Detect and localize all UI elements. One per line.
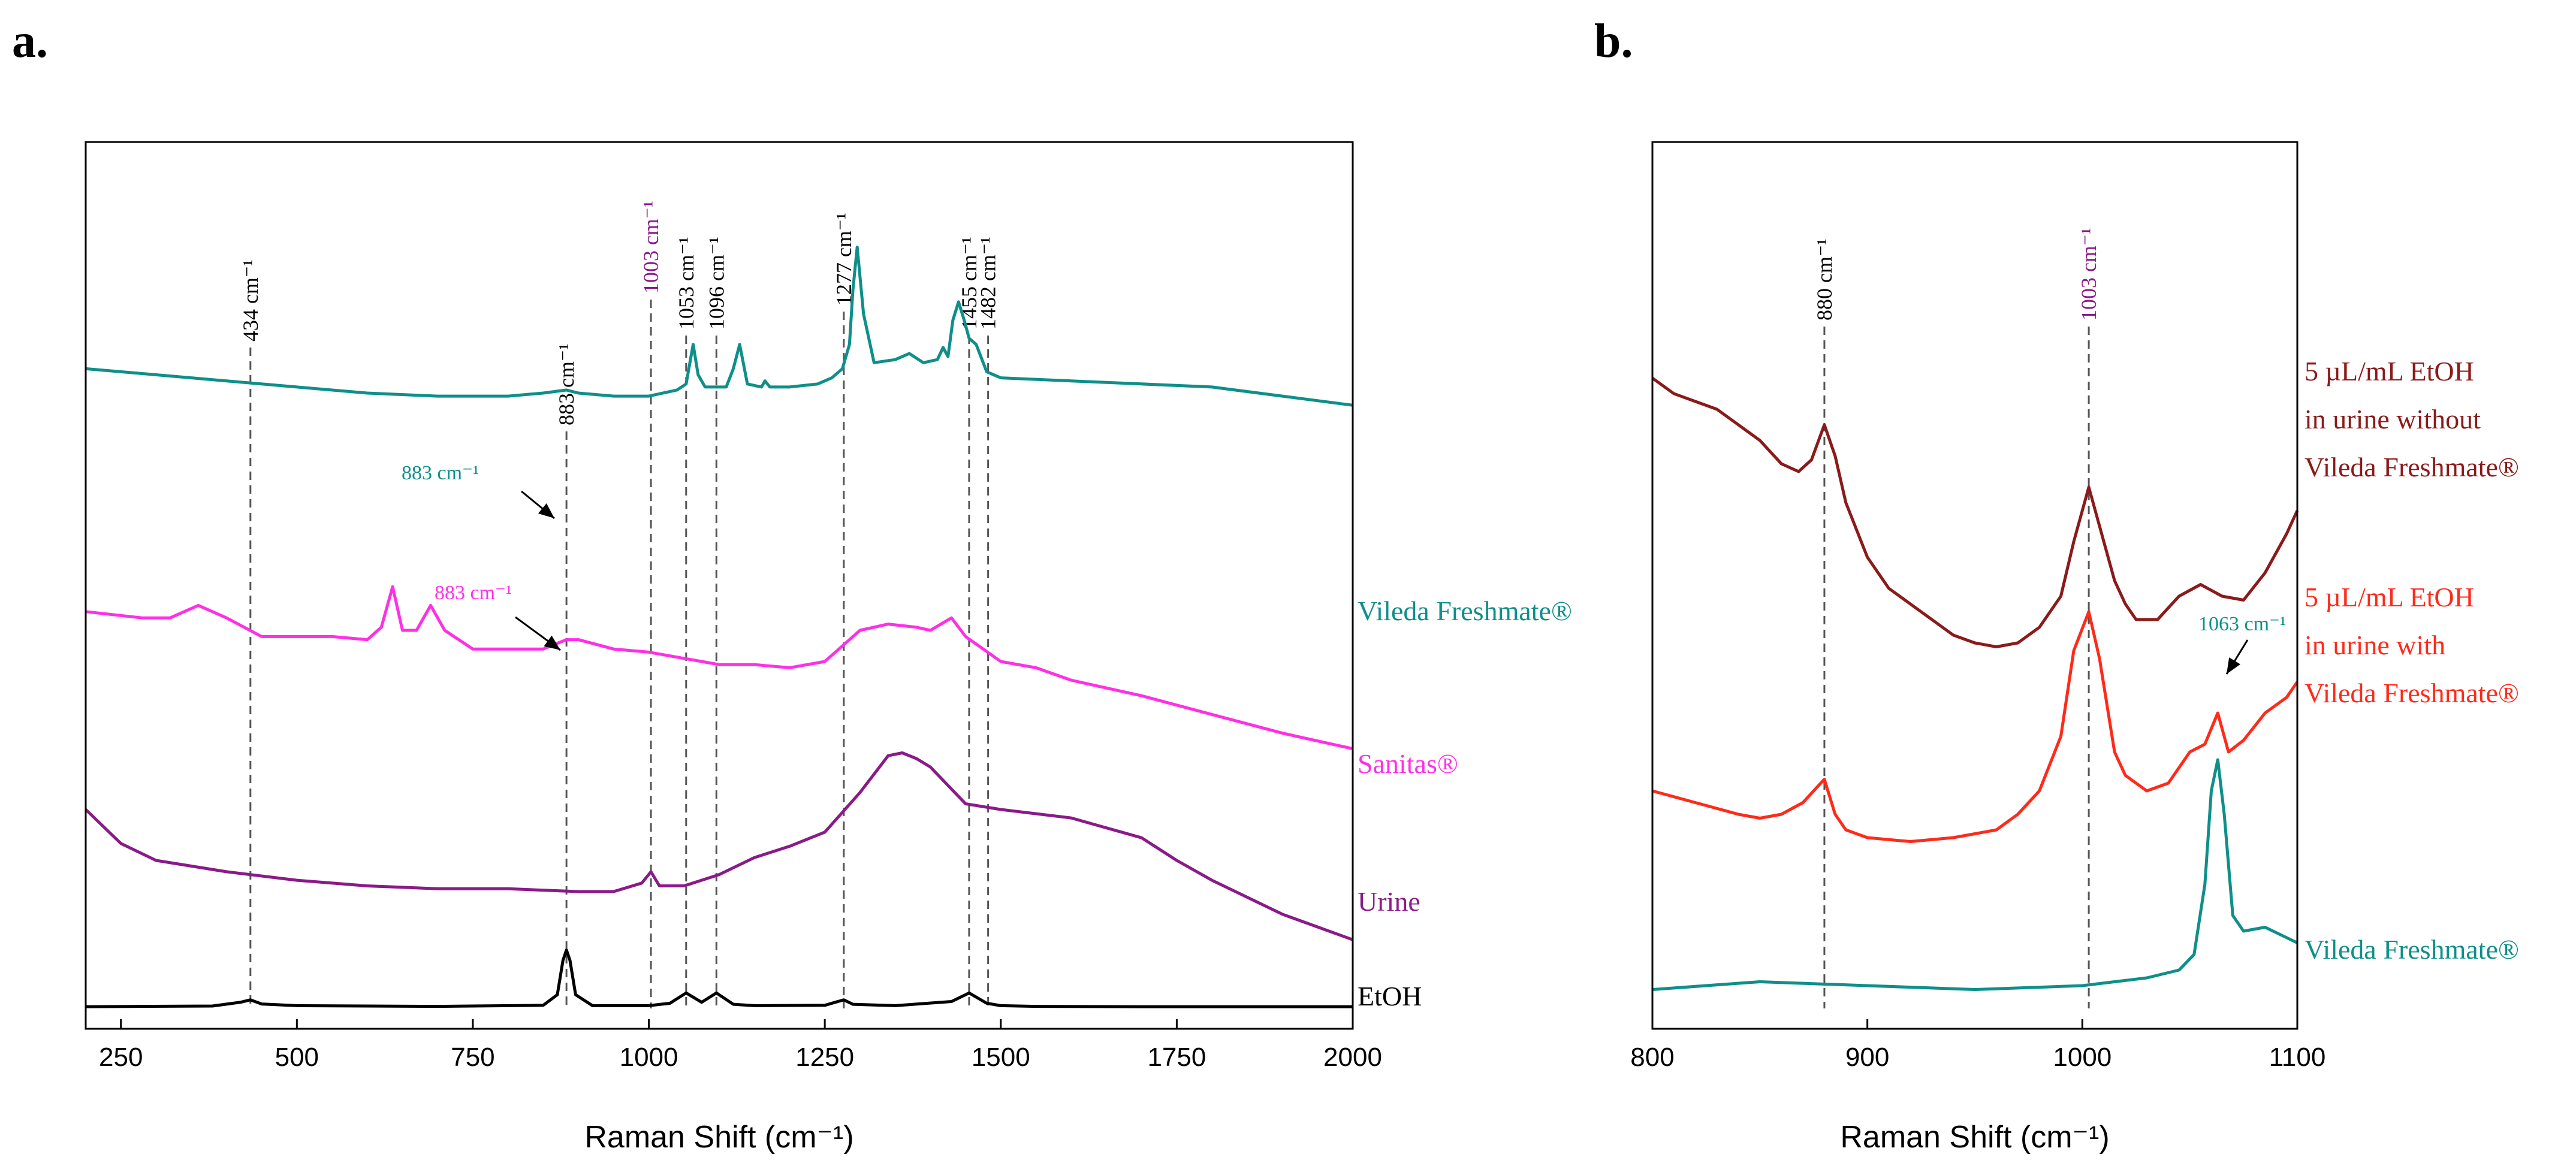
panel-b-annotations: 1063 cm⁻¹: [2198, 613, 2286, 675]
panel-a-series-labels: Vileda Freshmate® Sanitas® Urine EtOH: [1358, 596, 1572, 1011]
panel-a-annotations: 883 cm⁻¹ 883 cm⁻¹: [402, 462, 561, 651]
panel-b-peak-marker-label: 1003 cm⁻¹: [2077, 228, 2101, 321]
panel-a-tick-label: 1750: [1147, 1043, 1206, 1072]
panel-a-series-label: Vileda Freshmate®: [1358, 596, 1572, 626]
panel-b-x-axis-title: Raman Shift (cm⁻¹): [1840, 1120, 2109, 1155]
panel-b-letter: b.: [1594, 15, 1633, 68]
panel-a-series-label: EtOH: [1358, 981, 1422, 1011]
panel-b-tick-label: 800: [1630, 1043, 1674, 1072]
panel-a-tick-label: 1000: [620, 1043, 678, 1072]
panel-a-peak-marker-label: 1003 cm⁻¹: [639, 201, 663, 294]
panel-b-series-label-line: 5 µL/mL EtOH: [2304, 582, 2474, 612]
panel-a-arrow-head: [544, 635, 560, 650]
panel-a-tick-label: 1500: [972, 1043, 1030, 1072]
panel-b-peak-marker-label: 880 cm⁻¹: [1812, 238, 1836, 321]
panel-a-peak-marker-label: 883 cm⁻¹: [554, 343, 578, 425]
panel-b-series-label: Vileda Freshmate®: [2304, 934, 2519, 965]
panel-a-letter: a.: [12, 15, 48, 68]
panel-a-tick-label: 500: [275, 1043, 319, 1072]
panel-b-plot-frame: [1651, 141, 2299, 1030]
panel-a-series-label: Sanitas®: [1358, 748, 1458, 779]
panel-a-arrow-head: [538, 503, 554, 518]
panel-b-x-axis-ticks: 800 900 1000 1100: [1630, 1019, 2325, 1072]
panel-b-tick-label: 1100: [2269, 1043, 2326, 1072]
panel-b-series-label-line: 5 µL/mL EtOH: [2304, 356, 2474, 386]
panel-a-x-axis-ticks: 250 500 750 1000 1250 1500 1750 2000: [99, 1019, 1382, 1072]
panel-b-series-label-line: in urine without: [2304, 404, 2481, 434]
panel-a-x-axis-title: Raman Shift (cm⁻¹): [584, 1120, 853, 1155]
panel-a-plot-frame: [85, 141, 1354, 1030]
panel-b-arrow-label: 1063 cm⁻¹: [2198, 613, 2286, 635]
panel-a-peak-marker-label: 1053 cm⁻¹: [674, 237, 698, 330]
panel-b-series-label-line: Vileda Freshmate®: [2304, 452, 2519, 482]
panel-b-series-labels: 5 µL/mL EtOH in urine without Vileda Fresh…: [2304, 356, 2519, 965]
panel-b-series-1: [1651, 376, 2299, 648]
panel-a-arrow-label: 883 cm⁻¹: [435, 582, 512, 604]
panel-b-series: [1651, 376, 2299, 991]
panel-a-tick-label: 1250: [795, 1043, 854, 1072]
panel-a-tick-label: 750: [451, 1043, 494, 1072]
panel-b-tick-label: 900: [1845, 1043, 1889, 1072]
panel-b-tick-label: 1000: [2053, 1043, 2112, 1072]
panel-b-series-label-line: in urine with: [2304, 630, 2445, 660]
panel-a-series-urine: [85, 751, 1353, 941]
panel-b-series-2: [1652, 610, 2299, 843]
panel-b-arrow-head: [2227, 657, 2240, 674]
panel-a-peak-marker-label: 1482 cm⁻¹: [976, 237, 1000, 330]
panel-b-series-3: [1652, 758, 2299, 991]
panel-a-peak-marker-label: 1096 cm⁻¹: [704, 237, 728, 330]
panel-a: a. 434 cm⁻¹ 883 cm⁻¹ 1003 cm⁻¹ 1053 cm⁻¹ 109…: [12, 15, 1572, 1155]
panel-a-series: [85, 245, 1353, 1008]
panel-a-peak-markers: 434 cm⁻¹ 883 cm⁻¹ 1003 cm⁻¹ 1053 cm⁻¹ 1096 c…: [239, 201, 1000, 1008]
panel-b: b. 880 cm⁻¹ 1003 cm⁻¹ 5 µL/mL EtOH in urin…: [1594, 15, 2519, 1155]
panel-a-series-sanitas: [85, 585, 1353, 751]
panel-a-tick-label: 250: [99, 1043, 143, 1072]
panel-a-series-label: Urine: [1358, 886, 1420, 917]
panel-a-tick-label: 2000: [1323, 1043, 1382, 1072]
panel-a-series-etoh: [85, 949, 1353, 1008]
panel-a-arrow-label: 883 cm⁻¹: [402, 462, 479, 484]
panel-a-series-vileda-freshmate: [85, 245, 1353, 407]
panel-b-peak-markers: 880 cm⁻¹ 1003 cm⁻¹: [1812, 228, 2101, 1008]
panel-a-peak-marker-label: 434 cm⁻¹: [239, 259, 263, 342]
panel-b-series-label-line: Vileda Freshmate®: [2304, 678, 2519, 708]
